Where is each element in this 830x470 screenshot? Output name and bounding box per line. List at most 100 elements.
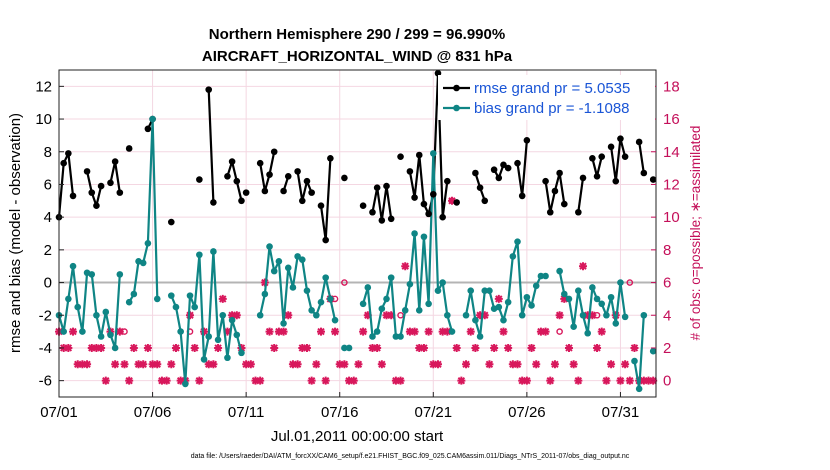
legend-rmse-label: rmse grand pr = 5.0535 — [474, 80, 630, 97]
bias-point — [378, 305, 386, 313]
rmse-point — [359, 202, 367, 210]
bias-point — [88, 271, 96, 278]
bias-point — [387, 274, 395, 281]
assimilated-count-marker — [321, 376, 330, 385]
assimilated-count-marker — [279, 327, 288, 336]
bias-point — [509, 253, 517, 260]
bias-point — [401, 307, 409, 314]
rmse-point — [607, 143, 615, 151]
bias-point — [200, 356, 208, 363]
assimilated-count-marker — [73, 360, 82, 369]
bias-point — [397, 333, 404, 340]
assimilated-count-marker — [536, 327, 545, 336]
rmse-point — [500, 161, 507, 169]
rmse-point — [579, 174, 587, 182]
assimilated-count-marker — [621, 360, 630, 369]
rmse-line-segment — [259, 151, 276, 193]
bias-point — [308, 307, 315, 314]
bias-point — [472, 316, 479, 324]
assimilated-count-marker — [541, 327, 550, 336]
rmse-point — [88, 189, 96, 196]
assimilated-count-marker — [223, 327, 232, 336]
bias-point — [303, 287, 311, 295]
rmse-point — [476, 184, 484, 192]
assimilated-count-marker — [555, 311, 564, 320]
left-y-tick-label: -6 — [39, 373, 52, 390]
bias-point — [612, 320, 620, 327]
bias-line-segment — [362, 152, 454, 338]
assimilated-count-marker — [494, 294, 503, 303]
rmse-point — [125, 145, 133, 152]
rmse-point — [415, 151, 423, 159]
bias-point — [341, 344, 348, 352]
bias-point — [603, 311, 610, 319]
bias-point — [589, 284, 596, 291]
assimilated-count-marker — [550, 360, 559, 369]
assimilated-count-marker — [195, 376, 204, 385]
bias-point — [607, 293, 615, 301]
bias-point — [167, 292, 175, 299]
bias-point — [537, 272, 545, 280]
left-y-axis-label: rmse and bias (model - observation) — [7, 113, 24, 353]
left-y-tick-label: 10 — [35, 111, 52, 128]
rmse-line-segment — [577, 177, 585, 213]
rmse-point — [518, 192, 526, 200]
bias-point — [233, 331, 241, 339]
bias-point — [425, 300, 432, 308]
rmse-point — [224, 172, 231, 180]
rmse-point — [490, 166, 498, 174]
rmse-point — [425, 210, 432, 218]
legend: rmse grand pr = 5.0535 bias grand pr = -… — [438, 75, 655, 120]
assimilated-count-marker — [331, 327, 340, 336]
left-y-tick-label: -2 — [39, 307, 52, 324]
bias-point — [60, 328, 67, 335]
assimilated-count-marker — [630, 343, 639, 352]
left-y-axis-ticks: -6 -4 -2 0 2 4 6 8 10 12 — [35, 78, 64, 390]
assimilated-count-marker — [125, 376, 134, 385]
rmse-point — [434, 69, 442, 77]
bias-point — [65, 295, 72, 303]
assimilated-count-marker — [387, 311, 396, 320]
bias-point — [205, 333, 213, 340]
series-markers — [55, 69, 657, 393]
assimilated-count-marker — [574, 376, 583, 385]
plot-background — [59, 70, 656, 397]
bias-point — [504, 298, 512, 306]
assimilated-count-marker — [78, 360, 87, 369]
rmse-point — [598, 153, 606, 160]
rmse-point — [387, 215, 395, 223]
assimilated-count-marker — [335, 360, 344, 369]
bias-point — [289, 284, 297, 291]
rmse-point — [238, 197, 245, 205]
rmse-point — [196, 176, 203, 183]
bias-point — [238, 349, 245, 357]
assimilated-count-marker — [625, 376, 634, 385]
rmse-point — [205, 86, 213, 93]
bias-point — [528, 302, 535, 309]
bias-point — [139, 259, 147, 267]
rmse-point — [280, 187, 287, 195]
rmse-point — [546, 208, 554, 216]
bias-point — [598, 300, 606, 308]
bias-point — [575, 287, 582, 295]
x-axis-ticks: 07/01 07/06 07/11 07/16 07/21 07/26 07/31 — [40, 392, 639, 421]
rmse-point — [617, 135, 624, 142]
bias-point — [584, 329, 591, 337]
assimilated-count-marker — [452, 343, 461, 352]
assimilated-count-marker — [424, 327, 433, 336]
assimilated-count-marker — [616, 376, 625, 385]
rmse-point — [481, 197, 489, 205]
bias-point — [280, 320, 287, 327]
assimilated-count-marker — [284, 311, 293, 320]
rmse-point — [406, 168, 414, 175]
right-y-tick-label: 8 — [663, 242, 671, 259]
bias-point — [481, 287, 489, 295]
assimilated-count-marker — [448, 196, 457, 205]
x-tick-label: 07/21 — [415, 404, 453, 421]
left-y-tick-label: 12 — [35, 78, 52, 95]
x-tick-label: 07/31 — [602, 404, 640, 421]
bias-point — [434, 287, 442, 295]
assimilated-count-marker — [419, 343, 428, 352]
rmse-point — [93, 202, 100, 210]
bias-point — [495, 303, 503, 311]
